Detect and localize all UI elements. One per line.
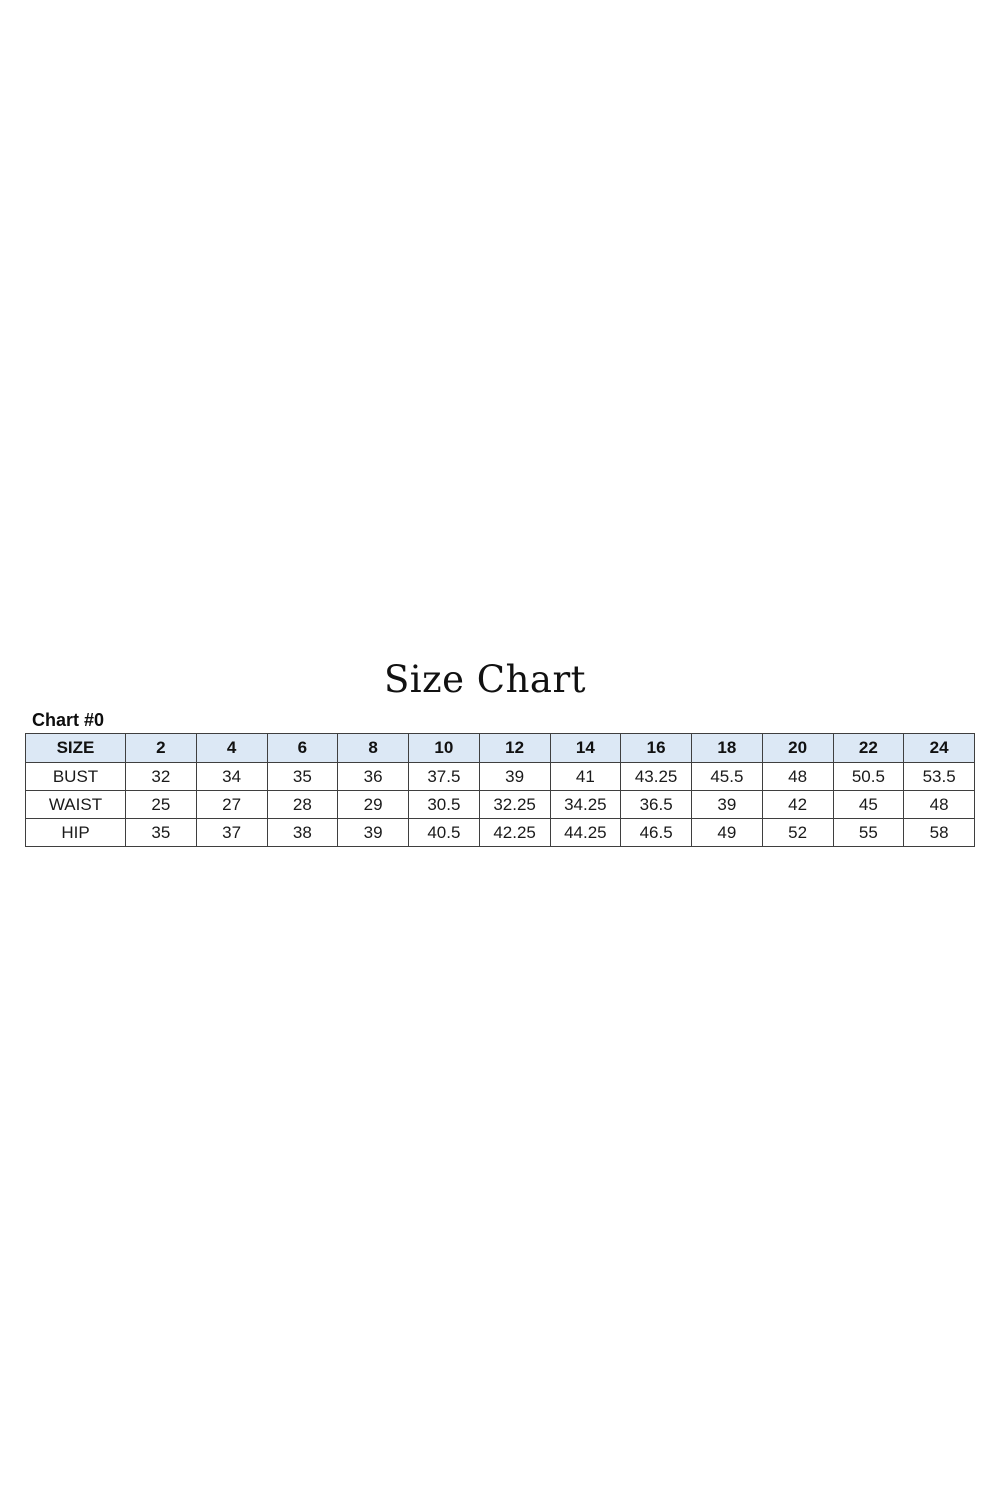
measurement-cell: 40.5 bbox=[408, 818, 480, 847]
column-header: 18 bbox=[691, 733, 763, 763]
size-chart-header-row: SIZE 2 4 6 8 10 12 14 16 18 20 22 24 bbox=[25, 733, 975, 763]
measurement-cell: 35 bbox=[266, 762, 339, 791]
size-chart-table: SIZE 2 4 6 8 10 12 14 16 18 20 22 24 BUST 32 34 35 36 37.… bbox=[25, 733, 975, 847]
measurement-cell: 38 bbox=[266, 818, 339, 847]
measurement-cell: 25 bbox=[125, 790, 197, 819]
row-label: HIP bbox=[25, 818, 126, 847]
measurement-cell: 37 bbox=[195, 818, 268, 847]
measurement-cell: 39 bbox=[337, 818, 409, 847]
measurement-cell: 44.25 bbox=[549, 818, 622, 847]
measurement-cell: 30.5 bbox=[408, 790, 480, 819]
measurement-cell: 29 bbox=[337, 790, 409, 819]
size-chart-header: SIZE 2 4 6 8 10 12 14 16 18 20 22 24 bbox=[25, 733, 975, 763]
row-label: WAIST bbox=[25, 790, 126, 819]
column-header: 22 bbox=[832, 733, 905, 763]
measurement-cell: 58 bbox=[903, 818, 975, 847]
measurement-cell: 32.25 bbox=[478, 790, 551, 819]
measurement-cell: 34 bbox=[195, 762, 268, 791]
measurement-cell: 28 bbox=[266, 790, 339, 819]
column-header: 8 bbox=[337, 733, 409, 763]
measurement-cell: 48 bbox=[761, 762, 834, 791]
measurement-cell: 50.5 bbox=[832, 762, 905, 791]
column-header: 6 bbox=[266, 733, 339, 763]
measurement-cell: 37.5 bbox=[408, 762, 480, 791]
measurement-cell: 35 bbox=[125, 818, 197, 847]
measurement-cell: 48 bbox=[903, 790, 975, 819]
column-header: 14 bbox=[549, 733, 622, 763]
table-row: WAIST 25 27 28 29 30.5 32.25 34.25 36.5 39 42 45 48 bbox=[25, 790, 975, 819]
measurement-cell: 39 bbox=[478, 762, 551, 791]
measurement-cell: 32 bbox=[125, 762, 197, 791]
column-header: 4 bbox=[195, 733, 268, 763]
measurement-cell: 45.5 bbox=[691, 762, 763, 791]
measurement-cell: 46.5 bbox=[620, 818, 692, 847]
table-row: HIP 35 37 38 39 40.5 42.25 44.25 46.5 49 52 55 58 bbox=[25, 818, 975, 847]
column-header: 20 bbox=[761, 733, 834, 763]
measurement-cell: 42 bbox=[761, 790, 834, 819]
chart-number-label: Chart #0 bbox=[32, 710, 105, 730]
measurement-cell: 45 bbox=[832, 790, 905, 819]
page-title: Size Chart bbox=[383, 658, 587, 701]
measurement-cell: 42.25 bbox=[478, 818, 551, 847]
measurement-cell: 43.25 bbox=[620, 762, 692, 791]
measurement-cell: 41 bbox=[549, 762, 622, 791]
column-header: 16 bbox=[620, 733, 692, 763]
column-header-size: SIZE bbox=[25, 733, 126, 763]
column-header: 24 bbox=[903, 733, 975, 763]
column-header: 2 bbox=[125, 733, 197, 763]
measurement-cell: 34.25 bbox=[549, 790, 622, 819]
measurement-cell: 36.5 bbox=[620, 790, 692, 819]
measurement-cell: 55 bbox=[832, 818, 905, 847]
column-header: 10 bbox=[408, 733, 480, 763]
table-row: BUST 32 34 35 36 37.5 39 41 43.25 45.5 48 50.5 53.5 bbox=[25, 762, 975, 791]
measurement-cell: 49 bbox=[691, 818, 763, 847]
measurement-cell: 53.5 bbox=[903, 762, 975, 791]
measurement-cell: 52 bbox=[761, 818, 834, 847]
column-header: 12 bbox=[478, 733, 551, 763]
row-label: BUST bbox=[25, 762, 126, 791]
size-chart-body: BUST 32 34 35 36 37.5 39 41 43.25 45.5 48 50.5 53.5 W… bbox=[25, 762, 975, 847]
measurement-cell: 39 bbox=[691, 790, 763, 819]
measurement-cell: 36 bbox=[337, 762, 409, 791]
measurement-cell: 27 bbox=[195, 790, 268, 819]
